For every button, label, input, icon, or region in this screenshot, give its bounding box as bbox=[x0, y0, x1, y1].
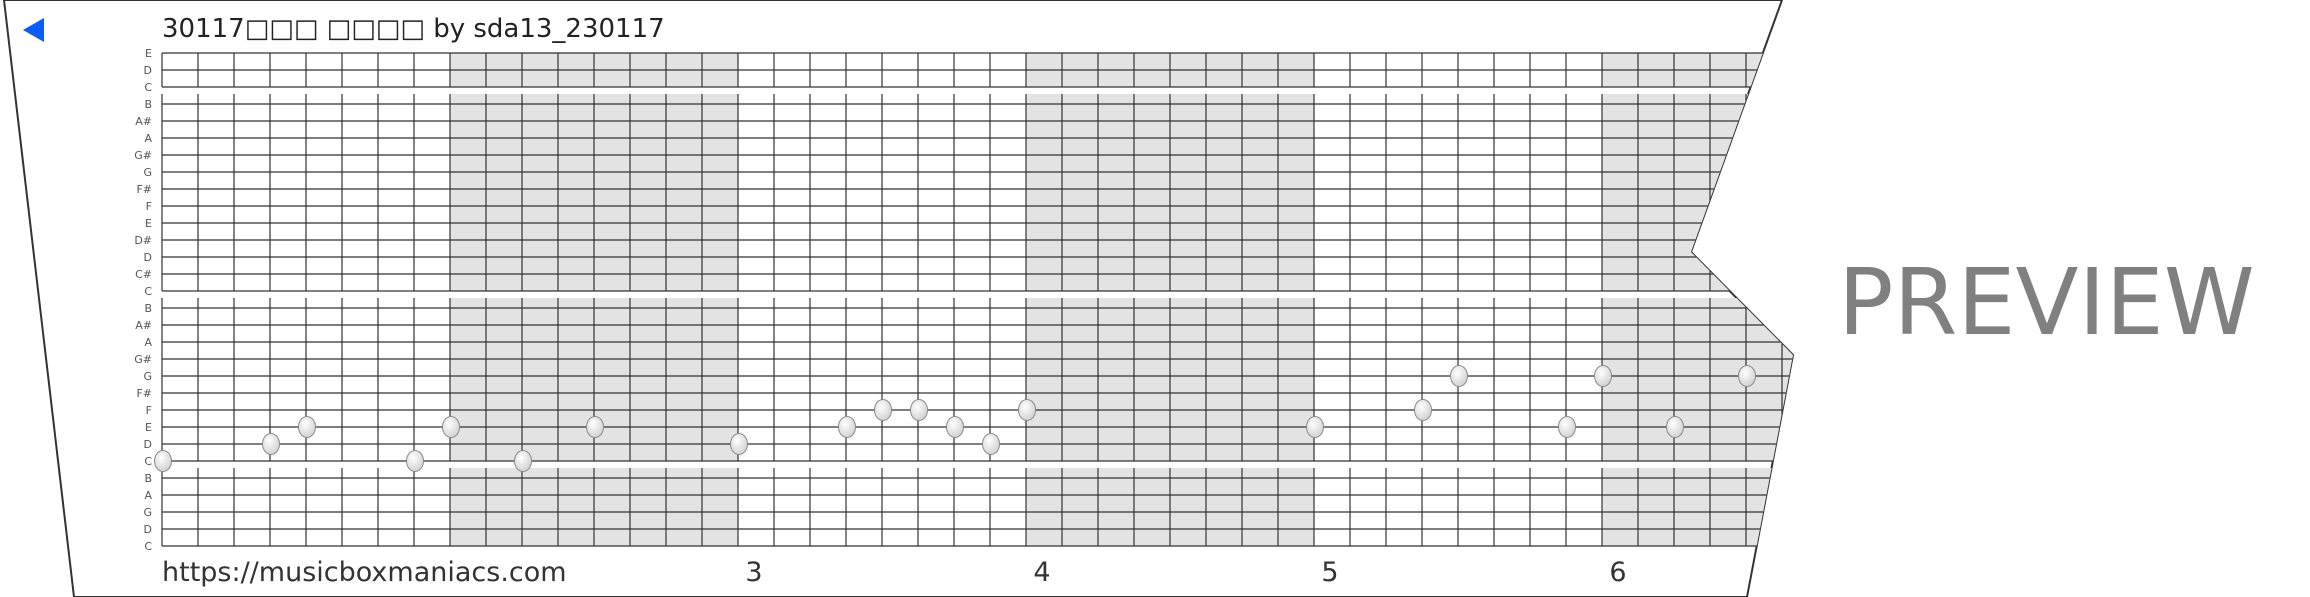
measure-numbers: 3 4 5 6 bbox=[745, 557, 1626, 588]
note-hole bbox=[1594, 365, 1612, 387]
pitch-label: F# bbox=[136, 387, 152, 400]
note-hole bbox=[406, 450, 424, 472]
note-hole bbox=[586, 416, 604, 438]
note-hole bbox=[1450, 365, 1468, 387]
pitch-label: A bbox=[144, 336, 152, 349]
note-hole bbox=[1018, 399, 1036, 421]
pitch-label: B bbox=[144, 472, 152, 485]
pitch-label: E bbox=[145, 47, 152, 60]
note-hole bbox=[910, 399, 928, 421]
note-hole bbox=[838, 416, 856, 438]
pitch-label: E bbox=[145, 421, 152, 434]
pitch-label: B bbox=[144, 302, 152, 315]
note-hole bbox=[1414, 399, 1432, 421]
note-hole bbox=[442, 416, 460, 438]
pitch-label: D bbox=[144, 523, 152, 536]
measure-number: 6 bbox=[1609, 557, 1626, 588]
pitch-label: C# bbox=[135, 268, 152, 281]
pitch-label: G bbox=[143, 506, 152, 519]
pitch-label: B bbox=[144, 98, 152, 111]
note-hole bbox=[1306, 416, 1324, 438]
pitch-label: C bbox=[144, 455, 152, 468]
pitch-label: F bbox=[146, 404, 152, 417]
note-hole bbox=[730, 433, 748, 455]
pitch-label: C bbox=[144, 285, 152, 298]
pitch-label: D bbox=[144, 251, 152, 264]
paper-strip-outline bbox=[2, 0, 1795, 597]
pitch-label: C bbox=[144, 81, 152, 94]
note-hole bbox=[1666, 416, 1684, 438]
note-hole bbox=[1558, 416, 1576, 438]
pitch-label: A bbox=[144, 132, 152, 145]
preview-watermark: PREVIEW bbox=[1838, 249, 2255, 356]
measure-number: 4 bbox=[1033, 557, 1050, 588]
back-triangle-icon[interactable] bbox=[23, 18, 44, 42]
note-hole bbox=[1738, 365, 1756, 387]
note-hole bbox=[154, 450, 172, 472]
note-hole bbox=[262, 433, 280, 455]
note-hole bbox=[514, 450, 532, 472]
pitch-label: C bbox=[144, 540, 152, 553]
pitch-label: D bbox=[144, 64, 152, 77]
pitch-label: E bbox=[145, 217, 152, 230]
note-hole bbox=[874, 399, 892, 421]
note-hole bbox=[298, 416, 316, 438]
pitch-label: D# bbox=[134, 234, 152, 247]
pitch-label: G bbox=[143, 370, 152, 383]
measure-number: 3 bbox=[745, 557, 762, 588]
pitch-label: G# bbox=[134, 353, 152, 366]
pitch-label: A# bbox=[135, 319, 152, 332]
note-hole bbox=[946, 416, 964, 438]
pitch-label: D bbox=[144, 438, 152, 451]
pitch-label: G bbox=[143, 166, 152, 179]
pitch-label: A bbox=[144, 489, 152, 502]
site-url[interactable]: https://musicboxmaniacs.com bbox=[162, 557, 567, 588]
song-title: 30117□□□ □□□□ by sda13_230117 bbox=[162, 14, 665, 44]
notes bbox=[154, 365, 1756, 472]
pitch-label: F# bbox=[136, 183, 152, 196]
note-hole bbox=[982, 433, 1000, 455]
pitch-label: A# bbox=[135, 115, 152, 128]
note-grid bbox=[161, 52, 1793, 547]
pitch-label: G# bbox=[134, 149, 152, 162]
pitch-label: F bbox=[146, 200, 152, 213]
measure-number: 5 bbox=[1321, 557, 1338, 588]
